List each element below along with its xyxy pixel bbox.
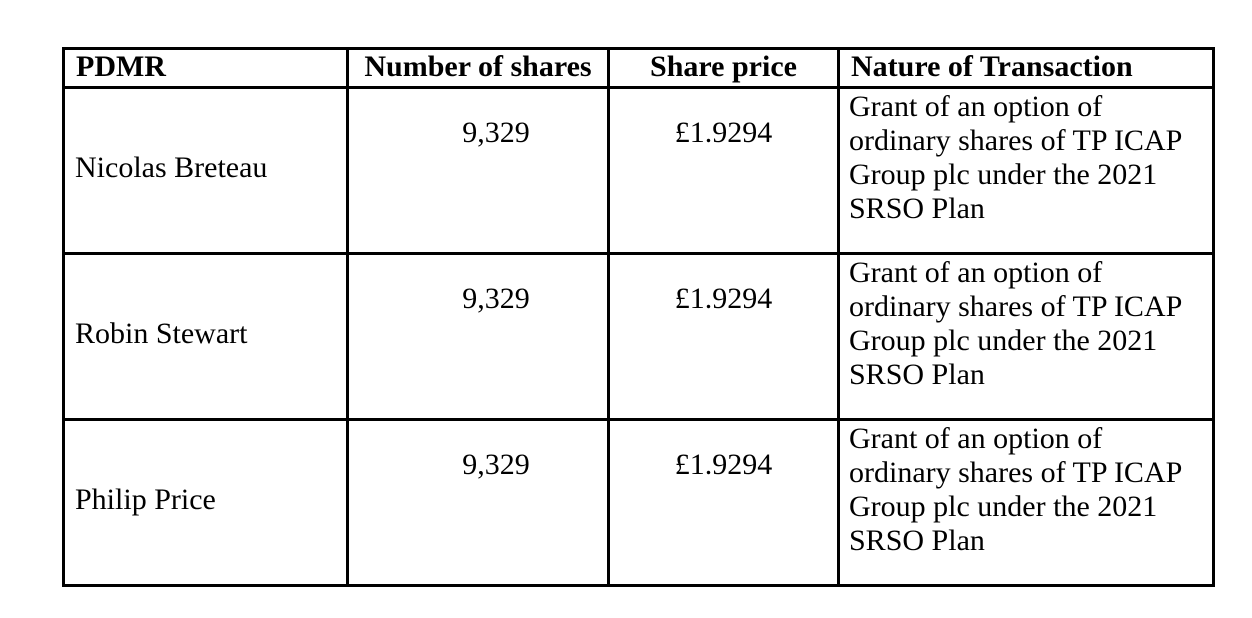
nature-of-transaction-text: Grant of an option of ordinary shares of… [849, 422, 1182, 558]
nature-of-transaction-text: Grant of an option of ordinary shares of… [849, 90, 1182, 226]
nature-of-transaction-cell: Grant of an option of ordinary shares of… [837, 252, 1215, 421]
pdmr-name: Robin Stewart [62, 252, 349, 421]
column-header-pdmr: PDMR [62, 47, 349, 89]
column-header-number-of-shares: Number of shares [346, 47, 610, 89]
nature-of-transaction-cell: Grant of an option of ordinary shares of… [837, 86, 1215, 255]
table-row: Philip Price 9,329 £1.9294 Grant of an o… [62, 418, 1215, 587]
table-header-row: PDMR Number of shares Share price Nature… [62, 47, 1215, 89]
column-header-nature-of-transaction: Nature of Transaction [837, 47, 1215, 89]
share-price-value: £1.9294 [607, 252, 840, 421]
share-price-value: £1.9294 [607, 418, 840, 587]
column-header-share-price: Share price [607, 47, 840, 89]
pdmr-transactions-table: PDMR Number of shares Share price Nature… [62, 47, 1215, 587]
nature-of-transaction-text: Grant of an option of ordinary shares of… [849, 256, 1182, 392]
table-row: Nicolas Breteau 9,329 £1.9294 Grant of a… [62, 86, 1215, 255]
number-of-shares-value: 9,329 [346, 252, 610, 421]
number-of-shares-value: 9,329 [346, 86, 610, 255]
share-price-value: £1.9294 [607, 86, 840, 255]
pdmr-name: Philip Price [62, 418, 349, 587]
pdmr-name: Nicolas Breteau [62, 86, 349, 255]
nature-of-transaction-cell: Grant of an option of ordinary shares of… [837, 418, 1215, 587]
table-row: Robin Stewart 9,329 £1.9294 Grant of an … [62, 252, 1215, 421]
number-of-shares-value: 9,329 [346, 418, 610, 587]
